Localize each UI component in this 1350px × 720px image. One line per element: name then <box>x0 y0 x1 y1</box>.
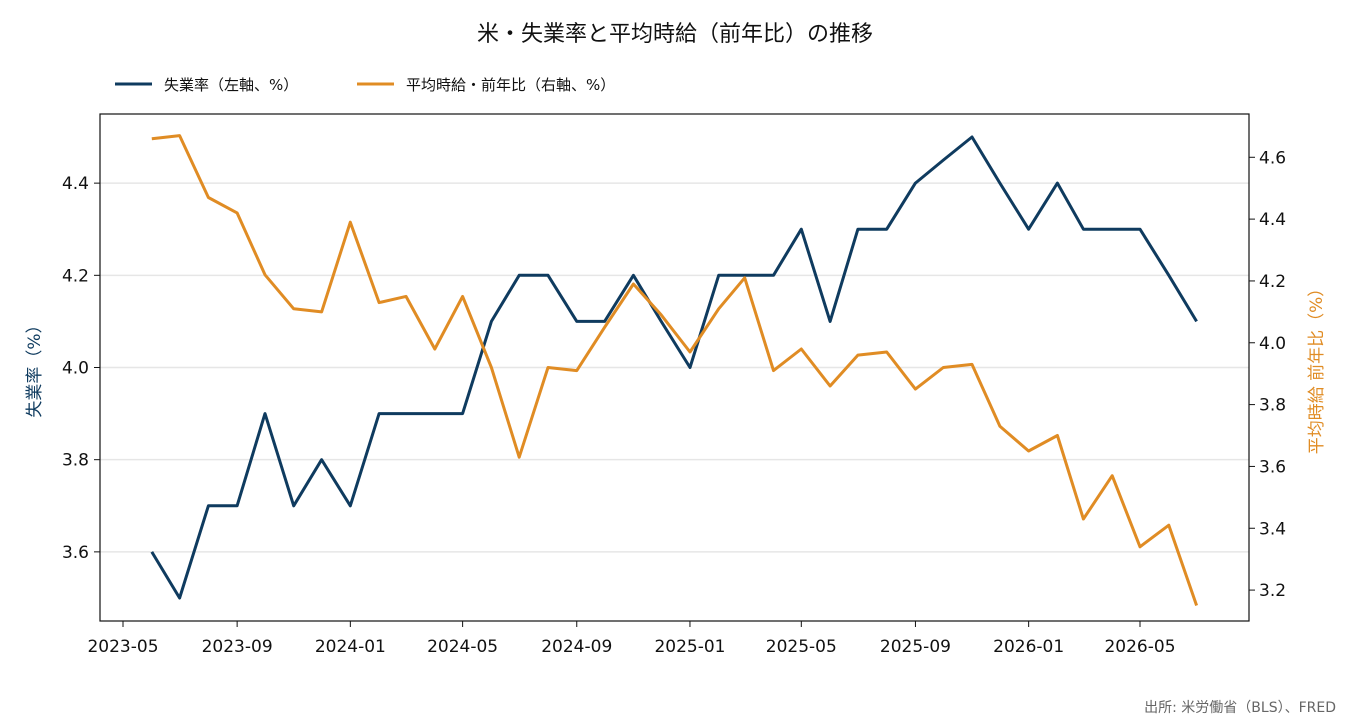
legend-label-wage: 平均時給・前年比（右軸、%） <box>406 76 615 94</box>
y-left-tick-label: 3.6 <box>62 543 89 563</box>
y-axis-right: 3.2 3.4 3.6 3.8 4.0 4.2 4.4 4.6 <box>1249 148 1286 601</box>
chart-title: 米・失業率と平均時給（前年比）の推移 <box>477 22 873 47</box>
x-tick-label: 2024-01 <box>315 637 386 657</box>
y-left-tick-label: 4.0 <box>62 359 89 379</box>
x-tick-label: 2024-09 <box>541 637 612 657</box>
x-axis: 2023-05 2023-09 2024-01 2024-05 2024-09 2025-… <box>87 621 1176 657</box>
x-tick-label: 2025-05 <box>766 637 837 657</box>
y-right-tick-label: 4.2 <box>1259 272 1286 292</box>
y-right-tick-label: 3.8 <box>1259 396 1286 416</box>
y-right-tick-label: 3.4 <box>1259 519 1286 539</box>
y-left-tick-label: 4.4 <box>62 174 89 194</box>
y-axis-left: 3.6 3.8 4.0 4.2 4.4 <box>62 174 100 563</box>
y-right-tick-label: 4.0 <box>1259 334 1286 354</box>
y-right-tick-label: 4.6 <box>1259 148 1286 168</box>
x-tick-label: 2023-09 <box>202 637 273 657</box>
gridlines <box>100 182 1249 553</box>
y-right-tick-label: 3.6 <box>1259 457 1286 477</box>
plot-lines <box>150 134 1199 606</box>
y-left-tick-label: 4.2 <box>62 266 89 286</box>
series-line-unemployment <box>150 135 1198 600</box>
x-tick-label: 2025-01 <box>654 637 725 657</box>
series-line-wage <box>151 134 1199 606</box>
y-axis-right-label: 平均時給 前年比（%） <box>1307 280 1327 455</box>
x-tick-label: 2026-01 <box>993 637 1064 657</box>
y-right-tick-label: 3.2 <box>1259 581 1286 601</box>
legend: 失業率（左軸、%） 平均時給・前年比（右軸、%） <box>115 76 615 94</box>
y-left-tick-label: 3.8 <box>62 451 89 471</box>
x-tick-label: 2025-09 <box>880 637 951 657</box>
source-note: 出所: 米労働省（BLS）、FRED <box>1144 700 1336 716</box>
plot-frame <box>99 113 1250 622</box>
x-tick-label: 2023-05 <box>87 637 158 657</box>
x-tick-label: 2024-05 <box>427 637 498 657</box>
y-axis-left-label: 失業率（%） <box>25 316 45 417</box>
y-right-tick-label: 4.4 <box>1259 210 1286 230</box>
x-tick-label: 2026-05 <box>1104 637 1175 657</box>
legend-label-unemployment: 失業率（左軸、%） <box>164 76 298 94</box>
